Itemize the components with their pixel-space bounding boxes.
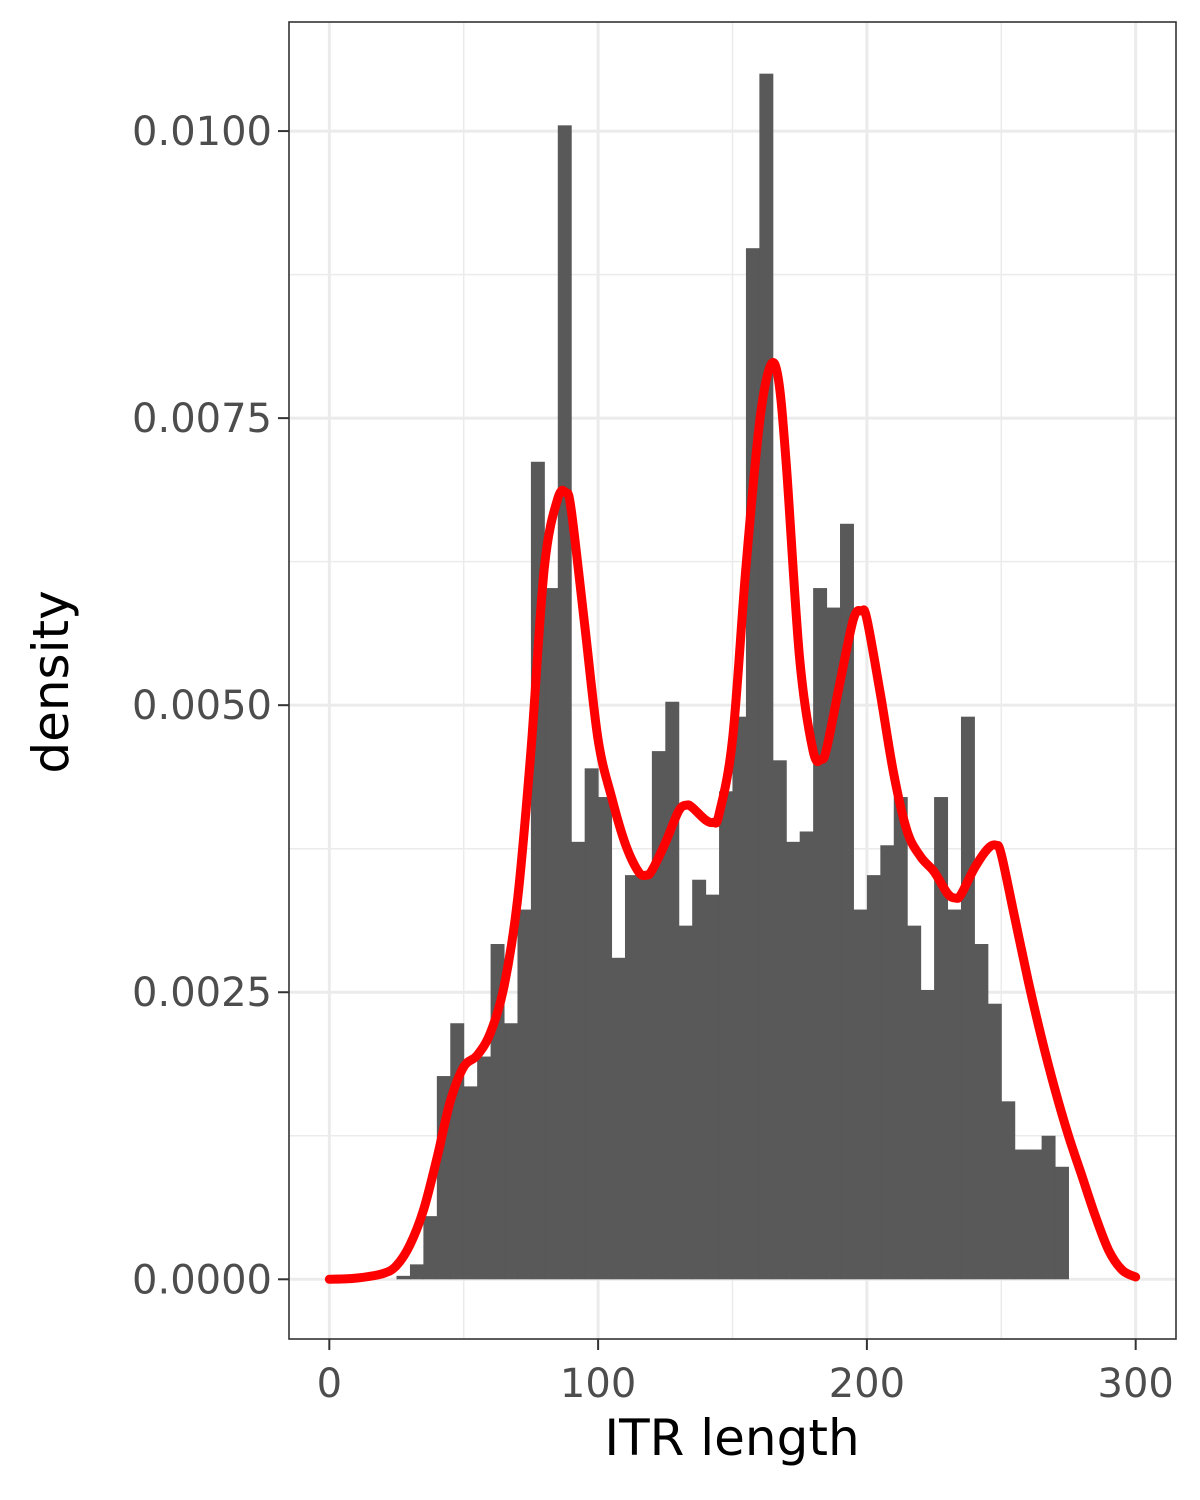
histogram-bar — [853, 909, 868, 1280]
histogram-bar — [826, 607, 841, 1280]
histogram-bar — [409, 1264, 424, 1280]
histogram-bar — [786, 841, 801, 1280]
density-curve — [324, 357, 1141, 1284]
y-tick-label: 0.0075 — [132, 396, 272, 442]
histogram-bar — [477, 1056, 492, 1280]
histogram-bar — [920, 989, 935, 1280]
histogram-bar — [1055, 1166, 1069, 1280]
histogram-bar — [974, 944, 989, 1280]
y-tick-label: 0.0050 — [132, 683, 272, 729]
histogram-bar — [759, 73, 774, 1280]
histogram-bar — [907, 925, 922, 1280]
histogram-bar — [504, 1023, 518, 1280]
histogram-bar — [557, 125, 572, 1280]
histogram-bar — [463, 1086, 478, 1280]
axis-ticks — [278, 130, 1137, 1350]
histogram-bar — [638, 875, 653, 1280]
y-tick-label: 0.0100 — [132, 109, 272, 155]
x-axis-tick-labels: 0 100 200 300 — [317, 1361, 1174, 1407]
histogram-bar — [866, 875, 881, 1280]
x-axis-title: ITR length — [604, 1409, 859, 1467]
histogram-bar — [1028, 1149, 1043, 1280]
x-tick-label: 0 — [317, 1361, 342, 1407]
histogram-bar — [947, 909, 962, 1280]
histogram-bar — [880, 845, 895, 1280]
histogram-bar — [423, 1216, 438, 1280]
histogram-bar — [960, 716, 975, 1280]
histogram-bar — [517, 909, 532, 1280]
histogram-bar — [799, 831, 814, 1280]
x-tick-label: 100 — [560, 1361, 636, 1407]
y-axis-tick-labels: 0.0000 0.0025 0.0050 0.0075 0.0100 — [132, 109, 272, 1303]
histogram-bar — [772, 760, 787, 1280]
panel-border — [288, 21, 1177, 1340]
y-tick-label: 0.0000 — [132, 1257, 272, 1303]
histogram-bar — [1041, 1135, 1056, 1280]
histogram-bar — [611, 957, 626, 1280]
histogram-bar — [934, 797, 949, 1280]
histogram-bar — [705, 894, 720, 1280]
histogram-bar — [584, 768, 599, 1280]
histogram-bar — [692, 879, 707, 1280]
histogram-bar — [678, 925, 693, 1280]
histogram-bar — [651, 751, 666, 1280]
histogram-bar — [813, 588, 828, 1280]
histogram-bar — [893, 797, 908, 1280]
y-tick-label: 0.0025 — [132, 970, 272, 1016]
histogram-bar — [544, 588, 559, 1280]
histogram-bar — [987, 1003, 1002, 1280]
histogram-bar — [1014, 1149, 1029, 1280]
histogram-bar — [571, 841, 586, 1280]
histogram-bar — [396, 1275, 411, 1280]
histogram-bar — [719, 791, 733, 1280]
histogram-bar — [624, 875, 639, 1280]
histogram-bar — [732, 716, 747, 1280]
histogram-bar — [665, 701, 680, 1280]
x-tick-label: 300 — [1098, 1361, 1174, 1407]
histogram-bar — [1001, 1101, 1016, 1280]
y-axis-title: density — [22, 590, 80, 773]
histogram-bar — [840, 523, 854, 1280]
histogram-bar — [598, 797, 613, 1280]
x-tick-label: 200 — [829, 1361, 905, 1407]
